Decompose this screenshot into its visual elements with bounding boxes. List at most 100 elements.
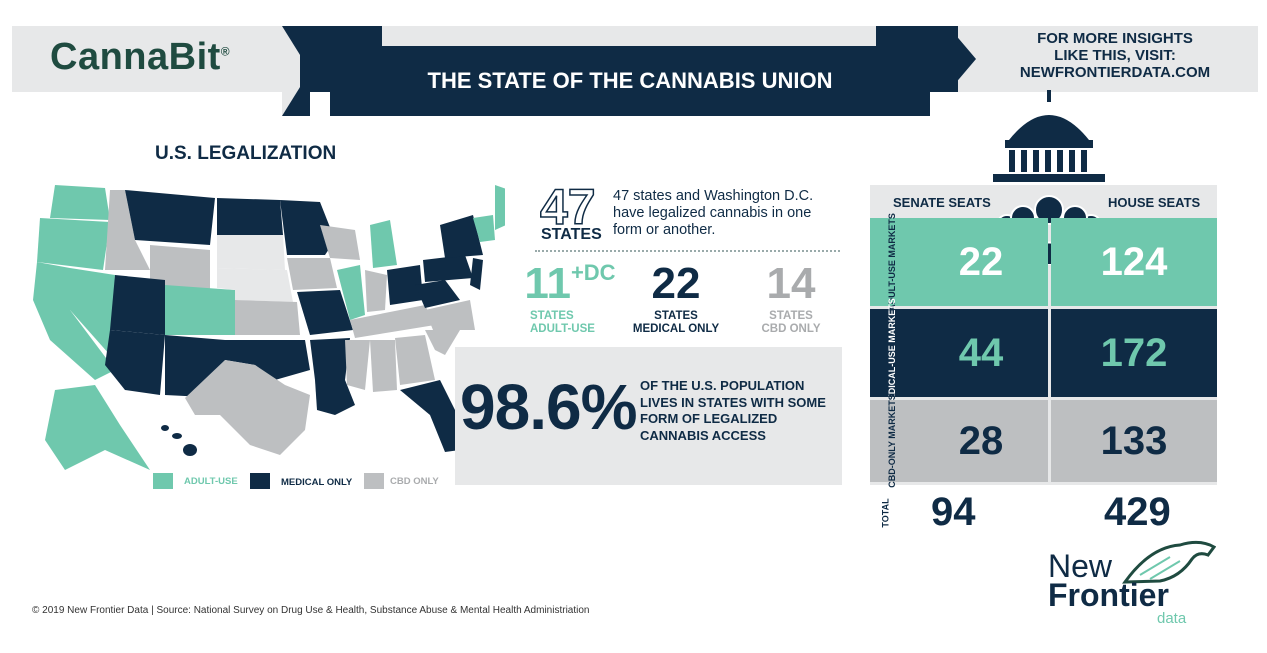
state-vermont: [473, 215, 495, 242]
state-illinois: [337, 265, 365, 320]
brand-new: New: [1048, 548, 1113, 584]
state-utah: [110, 275, 165, 335]
state-georgia: [395, 335, 435, 385]
page-title: THE STATE OF THE CANNABIS UNION: [427, 68, 833, 93]
state-mississippi: [345, 340, 370, 390]
state-kentucky-tennessee: [350, 305, 435, 338]
row-label-cbd-only: CBD-ONLY MARKETS: [870, 394, 914, 488]
legend-adult-use: ADULT-USE: [184, 476, 238, 487]
state-arkansas: [310, 338, 350, 380]
visit-line-3: NEWFRONTIERDATA.COM: [1019, 64, 1211, 81]
medical-only-value: 22: [651, 259, 701, 308]
house-header: HOUSE SEATS: [1108, 195, 1201, 210]
adult-use-line1: STATES: [530, 310, 574, 322]
us-map: [33, 185, 505, 470]
state-hawaii-3: [183, 444, 197, 456]
state-montana: [125, 190, 215, 245]
states-description: 47 states and Washington D.C. have legal…: [613, 188, 814, 238]
map-west: [33, 185, 235, 398]
state-michigan: [370, 220, 397, 268]
senate-header: SENATE SEATS: [893, 195, 991, 210]
state-nevada: [70, 268, 115, 355]
state-missouri: [297, 290, 353, 335]
state-maine: [495, 185, 505, 230]
cbd-only-line2: CBD ONLY: [761, 323, 821, 335]
states-total-label: STATES: [541, 226, 602, 243]
total-label: TOTAL: [881, 498, 892, 528]
legalization-heading: U.S. LEGALIZATION: [155, 143, 337, 164]
total-label-wrap: TOTAL: [872, 493, 900, 533]
state-minnesota: [280, 200, 335, 255]
population-percent: 98.6%: [460, 371, 637, 443]
state-new-york: [440, 215, 483, 258]
state-ohio: [387, 265, 423, 305]
cannabit-logo: CannaBit®: [50, 36, 231, 78]
stat-medical-only: 22 STATES MEDICAL ONLY: [626, 262, 726, 336]
state-wisconsin: [320, 225, 360, 260]
state-north-dakota: [217, 198, 283, 235]
map-east: [345, 185, 505, 452]
dotted-divider: [535, 250, 840, 252]
state-oregon: [37, 218, 110, 270]
state-iowa: [287, 258, 337, 290]
state-new-jersey: [470, 258, 483, 290]
state-south-carolina: [425, 330, 460, 355]
state-hawaii-1: [161, 425, 169, 431]
state-arizona: [105, 330, 165, 395]
adult-use-value: 11: [524, 259, 571, 308]
senate-medical-use: 44: [914, 309, 1048, 397]
row-label-adult-use: ADULT-USE MARKETS: [870, 213, 914, 311]
row-label-medical-use: MEDICAL-USE MARKETS: [870, 298, 914, 408]
state-alabama: [370, 340, 397, 392]
state-nebraska: [217, 268, 293, 302]
legend-swatch-cbd-only: [364, 473, 384, 489]
cbd-only-line1: STATES: [769, 310, 813, 322]
population-box: [455, 347, 842, 485]
senate-cbd-only: 28: [914, 400, 1048, 482]
state-alaska: [45, 385, 150, 470]
visit-line-1: FOR MORE INSIGHTS: [1037, 30, 1193, 47]
stat-adult-use: 11+DC STATES ADULT-USE: [520, 262, 620, 336]
state-florida: [400, 380, 460, 452]
title-banner: [330, 46, 930, 116]
state-colorado: [165, 285, 235, 335]
cbd-only-value: 14: [766, 259, 816, 308]
state-oklahoma: [225, 340, 310, 380]
adult-use-suffix: +DC: [570, 260, 616, 285]
state-louisiana: [315, 380, 355, 415]
state-west-virginia: [415, 280, 460, 308]
footer-source: © 2019 New Frontier Data | Source: Natio…: [32, 605, 590, 616]
brand-frontier: Frontier: [1048, 577, 1169, 613]
state-washington: [50, 185, 110, 220]
legend-medical-only: MEDICAL ONLY: [281, 477, 353, 488]
state-south-dakota: [217, 235, 285, 270]
brand-data: data: [1157, 610, 1187, 627]
states-total-number: 47: [539, 179, 596, 235]
house-medical-use: 172: [1051, 309, 1217, 397]
state-idaho: [105, 190, 150, 270]
stat-cbd-only: 14 STATES CBD ONLY: [741, 262, 841, 336]
visit-line-2: LIKE THIS, VISIT:: [1054, 47, 1176, 64]
house-adult-use: 124: [1051, 218, 1217, 306]
visit-text: FOR MORE INSIGHTS LIKE THIS, VISIT: NEWF…: [990, 30, 1240, 81]
state-california: [33, 262, 115, 380]
legend-swatch-adult-use: [153, 473, 173, 489]
adult-use-line2: ADULT-USE: [530, 323, 595, 335]
total-senate: 94: [931, 490, 976, 534]
map-alaska-hawaii: [45, 385, 197, 470]
state-indiana: [365, 270, 387, 312]
state-wyoming: [150, 245, 210, 290]
legend-swatch-medical-only: [250, 473, 270, 489]
medical-only-line1: STATES: [654, 310, 698, 322]
total-house: 429: [1104, 490, 1171, 534]
ribbon-right: [948, 26, 976, 92]
medical-only-line2: MEDICAL ONLY: [632, 323, 720, 335]
state-kansas: [235, 300, 300, 335]
population-text: OF THE U.S. POPULATION LIVES IN STATES W…: [640, 378, 826, 443]
state-hawaii-2: [172, 433, 182, 439]
state-pennsylvania: [423, 255, 473, 282]
map-central: [185, 198, 397, 455]
senate-adult-use: 22: [914, 218, 1048, 306]
state-north-carolina: [425, 300, 475, 330]
house-cbd-only: 133: [1051, 400, 1217, 482]
